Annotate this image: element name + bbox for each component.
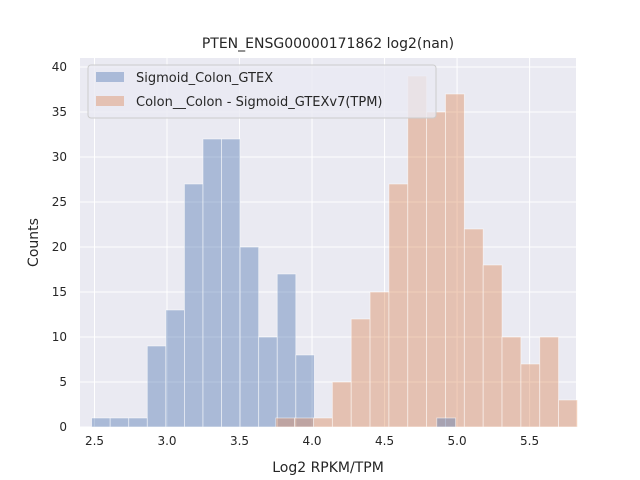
tick-labels: 2.5 3.0 3.5 4.0 4.5 5.0 5.5 0 5 10 15 20 25 30 35 40 <box>52 60 539 448</box>
y-tick-label: 40 <box>52 60 67 74</box>
x-tick-label: 2.5 <box>85 434 104 448</box>
legend-swatch-sigmoid-colon-gtex <box>96 72 124 82</box>
legend-box <box>87 64 437 119</box>
histogram-bar-sigmoid-colon-gtex <box>165 309 185 428</box>
x-tick-label: 4.5 <box>375 434 394 448</box>
histogram-bar-sigmoid-colon-gtex <box>276 273 297 428</box>
plot-background <box>80 58 576 427</box>
x-tick-label: 3.0 <box>157 434 176 448</box>
y-tick-label: 15 <box>52 285 67 299</box>
histogram-bar-colon-sigmoid-gtexv7 <box>539 336 559 428</box>
y-tick-label: 10 <box>52 330 67 344</box>
histogram-bar-colon-sigmoid-gtexv7 <box>445 93 465 428</box>
legend-label-colon-sigmoid-gtexv7: Colon__Colon - Sigmoid_GTEXv7(TPM) <box>136 95 383 110</box>
y-tick-label: 20 <box>52 240 67 254</box>
x-tick-label: 4.0 <box>302 434 321 448</box>
y-tick-label: 35 <box>52 105 67 119</box>
histogram-bar-colon-sigmoid-gtexv7 <box>463 228 484 428</box>
x-axis-label: Log2 RPKM/TPM <box>272 460 384 476</box>
histogram-bar-sigmoid-colon-gtex <box>295 354 315 428</box>
y-tick-label: 5 <box>59 375 67 389</box>
legend: Sigmoid_Colon_GTEX Colon__Colon - Sigmoi… <box>87 64 437 119</box>
histogram-bar-sigmoid-colon-gtex <box>202 138 222 428</box>
histogram-bar-colon-sigmoid-gtexv7 <box>558 399 578 428</box>
x-tick-label: 3.5 <box>230 434 249 448</box>
histogram-bar-colon-sigmoid-gtexv7 <box>294 417 314 428</box>
legend-swatch-colon-sigmoid-gtexv7 <box>96 96 124 106</box>
histogram-bar-colon-sigmoid-gtexv7 <box>520 363 541 428</box>
histogram-bar-sigmoid-colon-gtex <box>258 336 278 428</box>
y-axis-label: Counts <box>26 218 42 267</box>
histogram-bar-sigmoid-colon-gtex <box>221 138 241 428</box>
histogram-bar-sigmoid-colon-gtex <box>128 417 148 428</box>
y-tick-label: 0 <box>59 420 67 434</box>
histogram-bar-colon-sigmoid-gtexv7 <box>331 381 352 428</box>
histogram-bar-sigmoid-colon-gtex <box>109 417 130 428</box>
x-tick-label: 5.5 <box>520 434 539 448</box>
histogram-bar-sigmoid-colon-gtex <box>239 246 260 428</box>
histogram-bar-sigmoid-colon-gtex <box>184 183 204 428</box>
chart-title: PTEN_ENSG00000171862 log2(nan) <box>202 36 454 52</box>
histogram-bar-sigmoid-colon-gtex <box>436 417 457 428</box>
histogram-bar-colon-sigmoid-gtexv7 <box>482 264 503 428</box>
x-tick-label: 5.0 <box>448 434 467 448</box>
histogram-bar-colon-sigmoid-gtexv7 <box>350 318 371 428</box>
histogram-bar-sigmoid-colon-gtex <box>91 417 111 428</box>
legend-label-sigmoid-colon-gtex: Sigmoid_Colon_GTEX <box>136 71 273 86</box>
histogram-bar-colon-sigmoid-gtexv7 <box>388 183 409 428</box>
histogram-bar-sigmoid-colon-gtex <box>146 345 167 428</box>
histogram-bar-colon-sigmoid-gtexv7 <box>501 336 522 428</box>
histogram-bar-colon-sigmoid-gtexv7 <box>275 417 296 428</box>
y-tick-label: 25 <box>52 195 67 209</box>
histogram-bar-colon-sigmoid-gtexv7 <box>426 111 446 428</box>
y-tick-label: 30 <box>52 150 67 164</box>
histogram-bar-colon-sigmoid-gtexv7 <box>407 75 428 428</box>
histogram-bar-colon-sigmoid-gtexv7 <box>369 291 390 428</box>
bars <box>91 75 578 428</box>
histogram-bar-colon-sigmoid-gtexv7 <box>313 417 333 428</box>
